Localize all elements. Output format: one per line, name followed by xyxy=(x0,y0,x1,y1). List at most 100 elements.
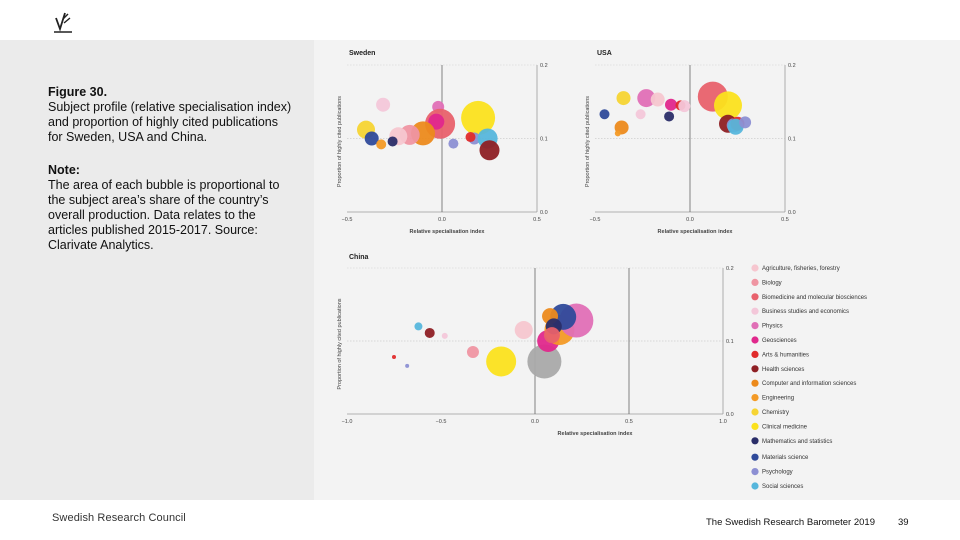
usa-y-tick-label: 0.0 xyxy=(788,210,796,216)
legend-label: Health sciences xyxy=(762,367,804,373)
sweden-y-tick-label: 0.2 xyxy=(540,63,548,69)
sweden-bubble xyxy=(387,136,398,147)
china-x-tick-label: −1.0 xyxy=(342,419,353,425)
china-y-tick-label: 0.2 xyxy=(726,266,734,272)
legend-label: Psychology xyxy=(762,470,793,476)
usa-y-axis-title: Proportion of highly cited publications xyxy=(585,96,591,187)
legend-swatch xyxy=(751,394,759,402)
legend-swatch xyxy=(751,422,759,430)
china-bubble xyxy=(466,345,479,358)
sweden-bubble xyxy=(376,139,387,150)
usa-bubble xyxy=(616,91,631,106)
legend-label: Materials science xyxy=(762,455,809,461)
china-x-tick-label: 1.0 xyxy=(719,419,727,425)
footer-org: Swedish Research Council xyxy=(52,512,186,524)
page-number: 39 xyxy=(898,517,909,528)
china-x-axis-title: Relative specialisation index xyxy=(558,431,634,437)
legend-label: Clinical medicine xyxy=(762,424,808,430)
legend-label: Computer and information sciences xyxy=(762,381,856,387)
usa-bubble xyxy=(665,98,677,111)
usa-bubble xyxy=(599,109,610,120)
sweden-y-axis-title: Proportion of highly cited publications xyxy=(337,96,343,187)
legend-label: Physics xyxy=(762,324,783,330)
china-x-tick-label: 0.5 xyxy=(625,419,633,425)
china-bubble xyxy=(424,327,435,338)
china-bubble xyxy=(543,327,560,344)
sweden-bubble xyxy=(428,113,445,130)
sweden-bubble xyxy=(448,138,459,149)
china-y-tick-label: 0.0 xyxy=(726,412,734,418)
usa-bubble xyxy=(614,130,621,137)
usa-x-tick-label: 0.0 xyxy=(686,217,694,223)
legend-swatch xyxy=(751,468,759,476)
usa-bubble xyxy=(664,111,675,122)
figure-caption: Figure 30. Subject profile (relative spe… xyxy=(48,85,293,253)
legend-swatch xyxy=(751,264,759,272)
sweden-bubble xyxy=(376,97,391,112)
sweden-y-tick-label: 0.0 xyxy=(540,210,548,216)
legend-swatch xyxy=(751,365,759,373)
china-x-tick-label: 0.0 xyxy=(531,419,539,425)
usa-bubble xyxy=(714,91,742,120)
usa-y-tick-label: 0.1 xyxy=(788,137,796,143)
note-text: The area of each bubble is proportional … xyxy=(48,178,280,252)
usa-x-axis-title: Relative specialisation index xyxy=(658,229,734,235)
note-heading: Note: xyxy=(48,163,80,177)
sweden-x-tick-label: 0.5 xyxy=(533,217,541,223)
china-chart-title: China xyxy=(349,254,369,261)
sweden-bubble xyxy=(364,131,379,146)
sweden-x-tick-label: 0.0 xyxy=(438,217,446,223)
china-bubble xyxy=(414,322,423,331)
legend-label: Biomedicine and molecular biosciences xyxy=(762,295,867,301)
legend-swatch xyxy=(751,379,759,387)
usa-chart-title: USA xyxy=(597,50,612,57)
legend-swatch xyxy=(751,453,759,461)
china-bubble xyxy=(392,355,396,360)
china-bubble xyxy=(441,332,448,339)
usa-x-tick-label: −0.5 xyxy=(590,217,601,223)
legend-label: Business studies and economics xyxy=(762,309,849,315)
logo-icon xyxy=(54,12,72,33)
usa-bubble xyxy=(650,92,665,107)
legend-label: Social sciences xyxy=(762,484,803,490)
sweden-y-tick-label: 0.1 xyxy=(540,137,548,143)
legend-swatch xyxy=(751,350,759,358)
sweden-bubble xyxy=(479,140,500,161)
china-bubble xyxy=(514,321,533,340)
legend-swatch xyxy=(751,336,759,344)
china-bubble xyxy=(405,363,410,368)
china-bubble xyxy=(527,344,562,379)
legend-label: Biology xyxy=(762,280,782,286)
figure-description: Subject profile (relative specialisation… xyxy=(48,100,292,144)
sweden-bubble xyxy=(465,132,476,143)
usa-bubble xyxy=(635,109,646,120)
china-y-tick-label: 0.1 xyxy=(726,339,734,345)
legend-swatch xyxy=(751,408,759,416)
sweden-x-tick-label: −0.5 xyxy=(342,217,353,223)
legend-swatch xyxy=(751,482,759,490)
legend-label: Geosciences xyxy=(762,338,797,344)
usa-bubble xyxy=(637,89,656,108)
footer-publication: The Swedish Research Barometer 2019 xyxy=(706,517,875,528)
legend-label: Chemistry xyxy=(762,410,789,416)
legend-swatch xyxy=(751,293,759,301)
legend-label: Engineering xyxy=(762,396,794,402)
legend-swatch xyxy=(751,437,759,445)
sweden-bubble xyxy=(461,100,496,135)
usa-bubble xyxy=(739,116,752,129)
legend-label: Mathematics and statistics xyxy=(762,439,832,445)
china-y-axis-title: Proportion of highly cited publications xyxy=(337,298,343,389)
legend-swatch xyxy=(751,278,759,286)
china-bubble xyxy=(486,346,517,377)
usa-x-tick-label: 0.5 xyxy=(781,217,789,223)
sweden-chart-title: Sweden xyxy=(349,50,375,57)
china-x-tick-label: −0.5 xyxy=(436,419,447,425)
legend-swatch xyxy=(751,322,759,330)
sweden-x-axis-title: Relative specialisation index xyxy=(410,229,486,235)
figure-title: Figure 30. xyxy=(48,85,108,99)
legend-label: Arts & humanities xyxy=(762,352,809,358)
usa-y-tick-label: 0.2 xyxy=(788,63,796,69)
legend-swatch xyxy=(751,307,759,315)
legend-label: Agriculture, fisheries, forestry xyxy=(762,266,840,272)
